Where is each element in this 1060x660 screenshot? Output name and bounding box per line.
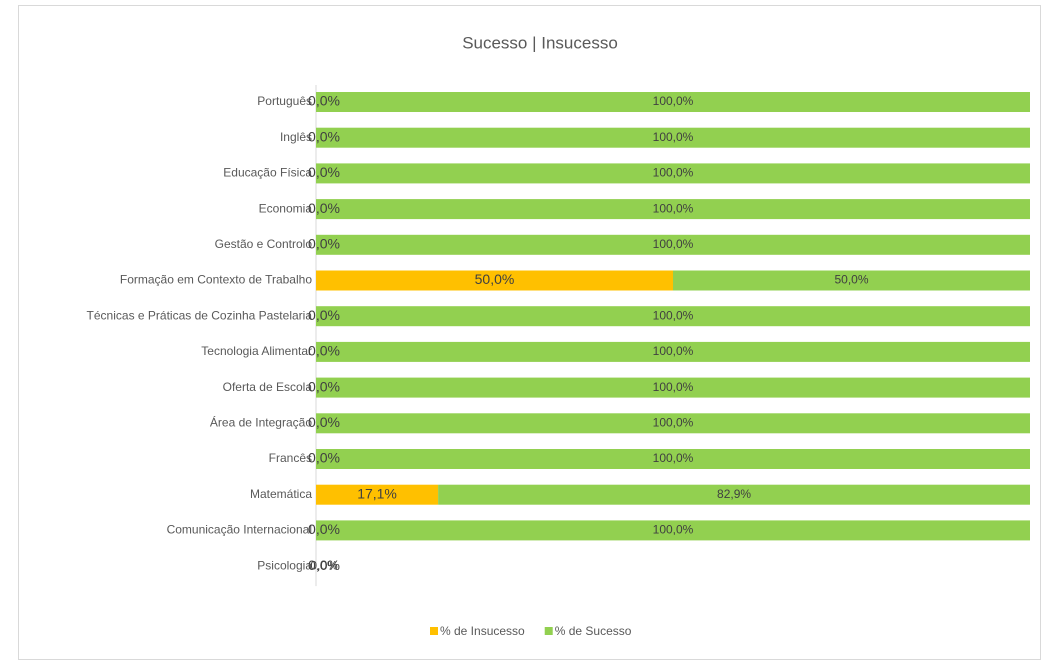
data-label: 100,0% — [653, 166, 694, 180]
data-label: 0,0% — [308, 343, 340, 359]
bar-segment — [316, 520, 1030, 541]
bar-segment — [316, 127, 1030, 148]
data-label: 50,0% — [475, 271, 515, 287]
category-label: Educação Física — [223, 166, 312, 180]
data-label: 0,0% — [308, 307, 340, 323]
data-label: 100,0% — [653, 201, 694, 215]
data-label: 0,0% — [308, 128, 340, 144]
bar-segment — [316, 163, 1030, 184]
bar-segment — [316, 377, 1030, 398]
category-label: Psicologia — [257, 558, 312, 572]
data-label: 100,0% — [653, 451, 694, 465]
data-label: 100,0% — [653, 344, 694, 358]
data-label: 0,0% — [308, 164, 340, 180]
data-label: 0,0% — [310, 558, 338, 572]
bar-segment — [316, 199, 1030, 220]
data-label: 17,1% — [357, 485, 397, 501]
bar-segment — [316, 92, 1030, 112]
category-label: Português — [257, 94, 312, 108]
data-label: 0,0% — [308, 378, 340, 394]
data-label: 0,0% — [308, 521, 340, 537]
bar-segment — [316, 306, 1030, 327]
legend-label: % de Sucesso — [555, 624, 632, 638]
category-label: Área de Integração — [210, 414, 312, 429]
category-label: Economia — [259, 201, 313, 215]
category-label: Inglês — [280, 130, 312, 144]
bar-segment — [438, 484, 1030, 505]
bar-segment — [316, 413, 1030, 434]
category-label: Tecnologia Alimentar — [201, 344, 312, 358]
legend-swatch — [430, 627, 438, 635]
category-label: Matemática — [250, 487, 312, 501]
legend-swatch — [544, 627, 553, 635]
category-label: Francês — [269, 451, 312, 465]
data-label: 100,0% — [653, 523, 694, 537]
chart-frame — [18, 5, 1041, 660]
data-label: 82,9% — [717, 487, 751, 501]
data-label: 0,0% — [308, 93, 340, 109]
bar-segment — [316, 341, 1030, 362]
data-label: 0,0% — [308, 200, 340, 216]
data-label: 0,0% — [308, 557, 340, 573]
bar-segment — [316, 449, 1030, 469]
legend-label: % de Insucesso — [440, 624, 525, 638]
bar-segment — [316, 484, 439, 505]
bar-segment — [673, 270, 1030, 291]
category-label: Formação em Contexto de Trabalho — [120, 273, 312, 287]
data-label: 50,0% — [834, 273, 868, 287]
data-label: 0,0% — [308, 450, 340, 466]
data-label: 100,0% — [653, 237, 694, 251]
chart-title: Sucesso | Insucesso — [462, 33, 618, 52]
data-label: 0,0% — [308, 414, 340, 430]
bar-segment — [316, 270, 673, 291]
data-label: 100,0% — [653, 308, 694, 322]
data-label: 100,0% — [653, 94, 694, 108]
category-label: Comunicação Internacional — [167, 523, 312, 537]
bar-segment — [316, 234, 1030, 255]
category-label: Gestão e Controlo — [215, 237, 313, 251]
category-label: Técnicas e Práticas de Cozinha Pastelari… — [87, 308, 313, 322]
category-label: Oferta de Escola — [223, 380, 313, 394]
data-label: 0,0% — [308, 236, 340, 252]
data-label: 100,0% — [653, 380, 694, 394]
data-label: 100,0% — [653, 130, 694, 144]
data-label: 100,0% — [653, 415, 694, 429]
